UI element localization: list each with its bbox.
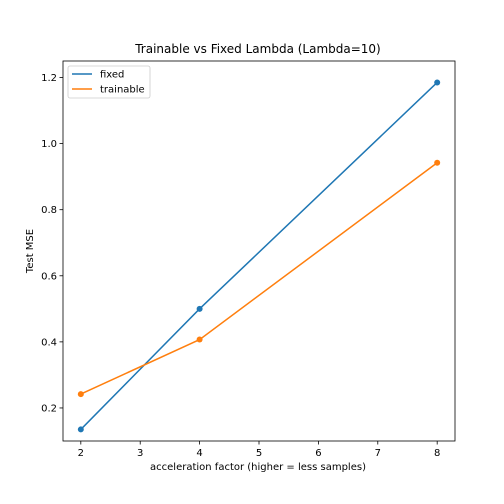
x-tick-label: 4 — [196, 448, 202, 459]
data-point-fixed — [196, 305, 203, 312]
data-point-trainable — [434, 159, 441, 166]
y-tick-label: 0.2 — [41, 403, 57, 414]
y-tick-label: 1.2 — [41, 73, 57, 84]
x-tick-label: 6 — [315, 448, 321, 459]
y-tick-label: 0.4 — [41, 337, 57, 348]
chart-title: Trainable vs Fixed Lambda (Lambda=10) — [134, 42, 381, 56]
x-tick-label: 7 — [375, 448, 381, 459]
x-tick-label: 2 — [78, 448, 84, 459]
legend: fixed trainable — [67, 65, 151, 99]
y-tick-label: 0.6 — [41, 271, 57, 282]
x-tick-label: 8 — [434, 448, 440, 459]
x-axis-ticks: 2 3 4 5 6 7 8 — [78, 441, 440, 459]
y-tick-label: 0.8 — [41, 205, 57, 216]
x-tick-label: 5 — [256, 448, 262, 459]
legend-label-fixed: fixed — [100, 70, 124, 81]
data-point-trainable — [77, 391, 84, 398]
x-tick-label: 3 — [137, 448, 143, 459]
y-axis-label: Test MSE — [25, 229, 36, 274]
legend-label-trainable: trainable — [100, 85, 145, 96]
plot-area — [77, 79, 441, 433]
data-point-trainable — [196, 336, 203, 343]
x-axis-label: acceleration factor (higher = less sampl… — [150, 462, 366, 473]
data-point-fixed — [434, 79, 441, 86]
data-point-fixed — [77, 426, 84, 433]
y-axis-ticks: 0.2 0.4 0.6 0.8 1.0 1.2 — [41, 73, 63, 414]
y-tick-label: 1.0 — [41, 139, 57, 150]
